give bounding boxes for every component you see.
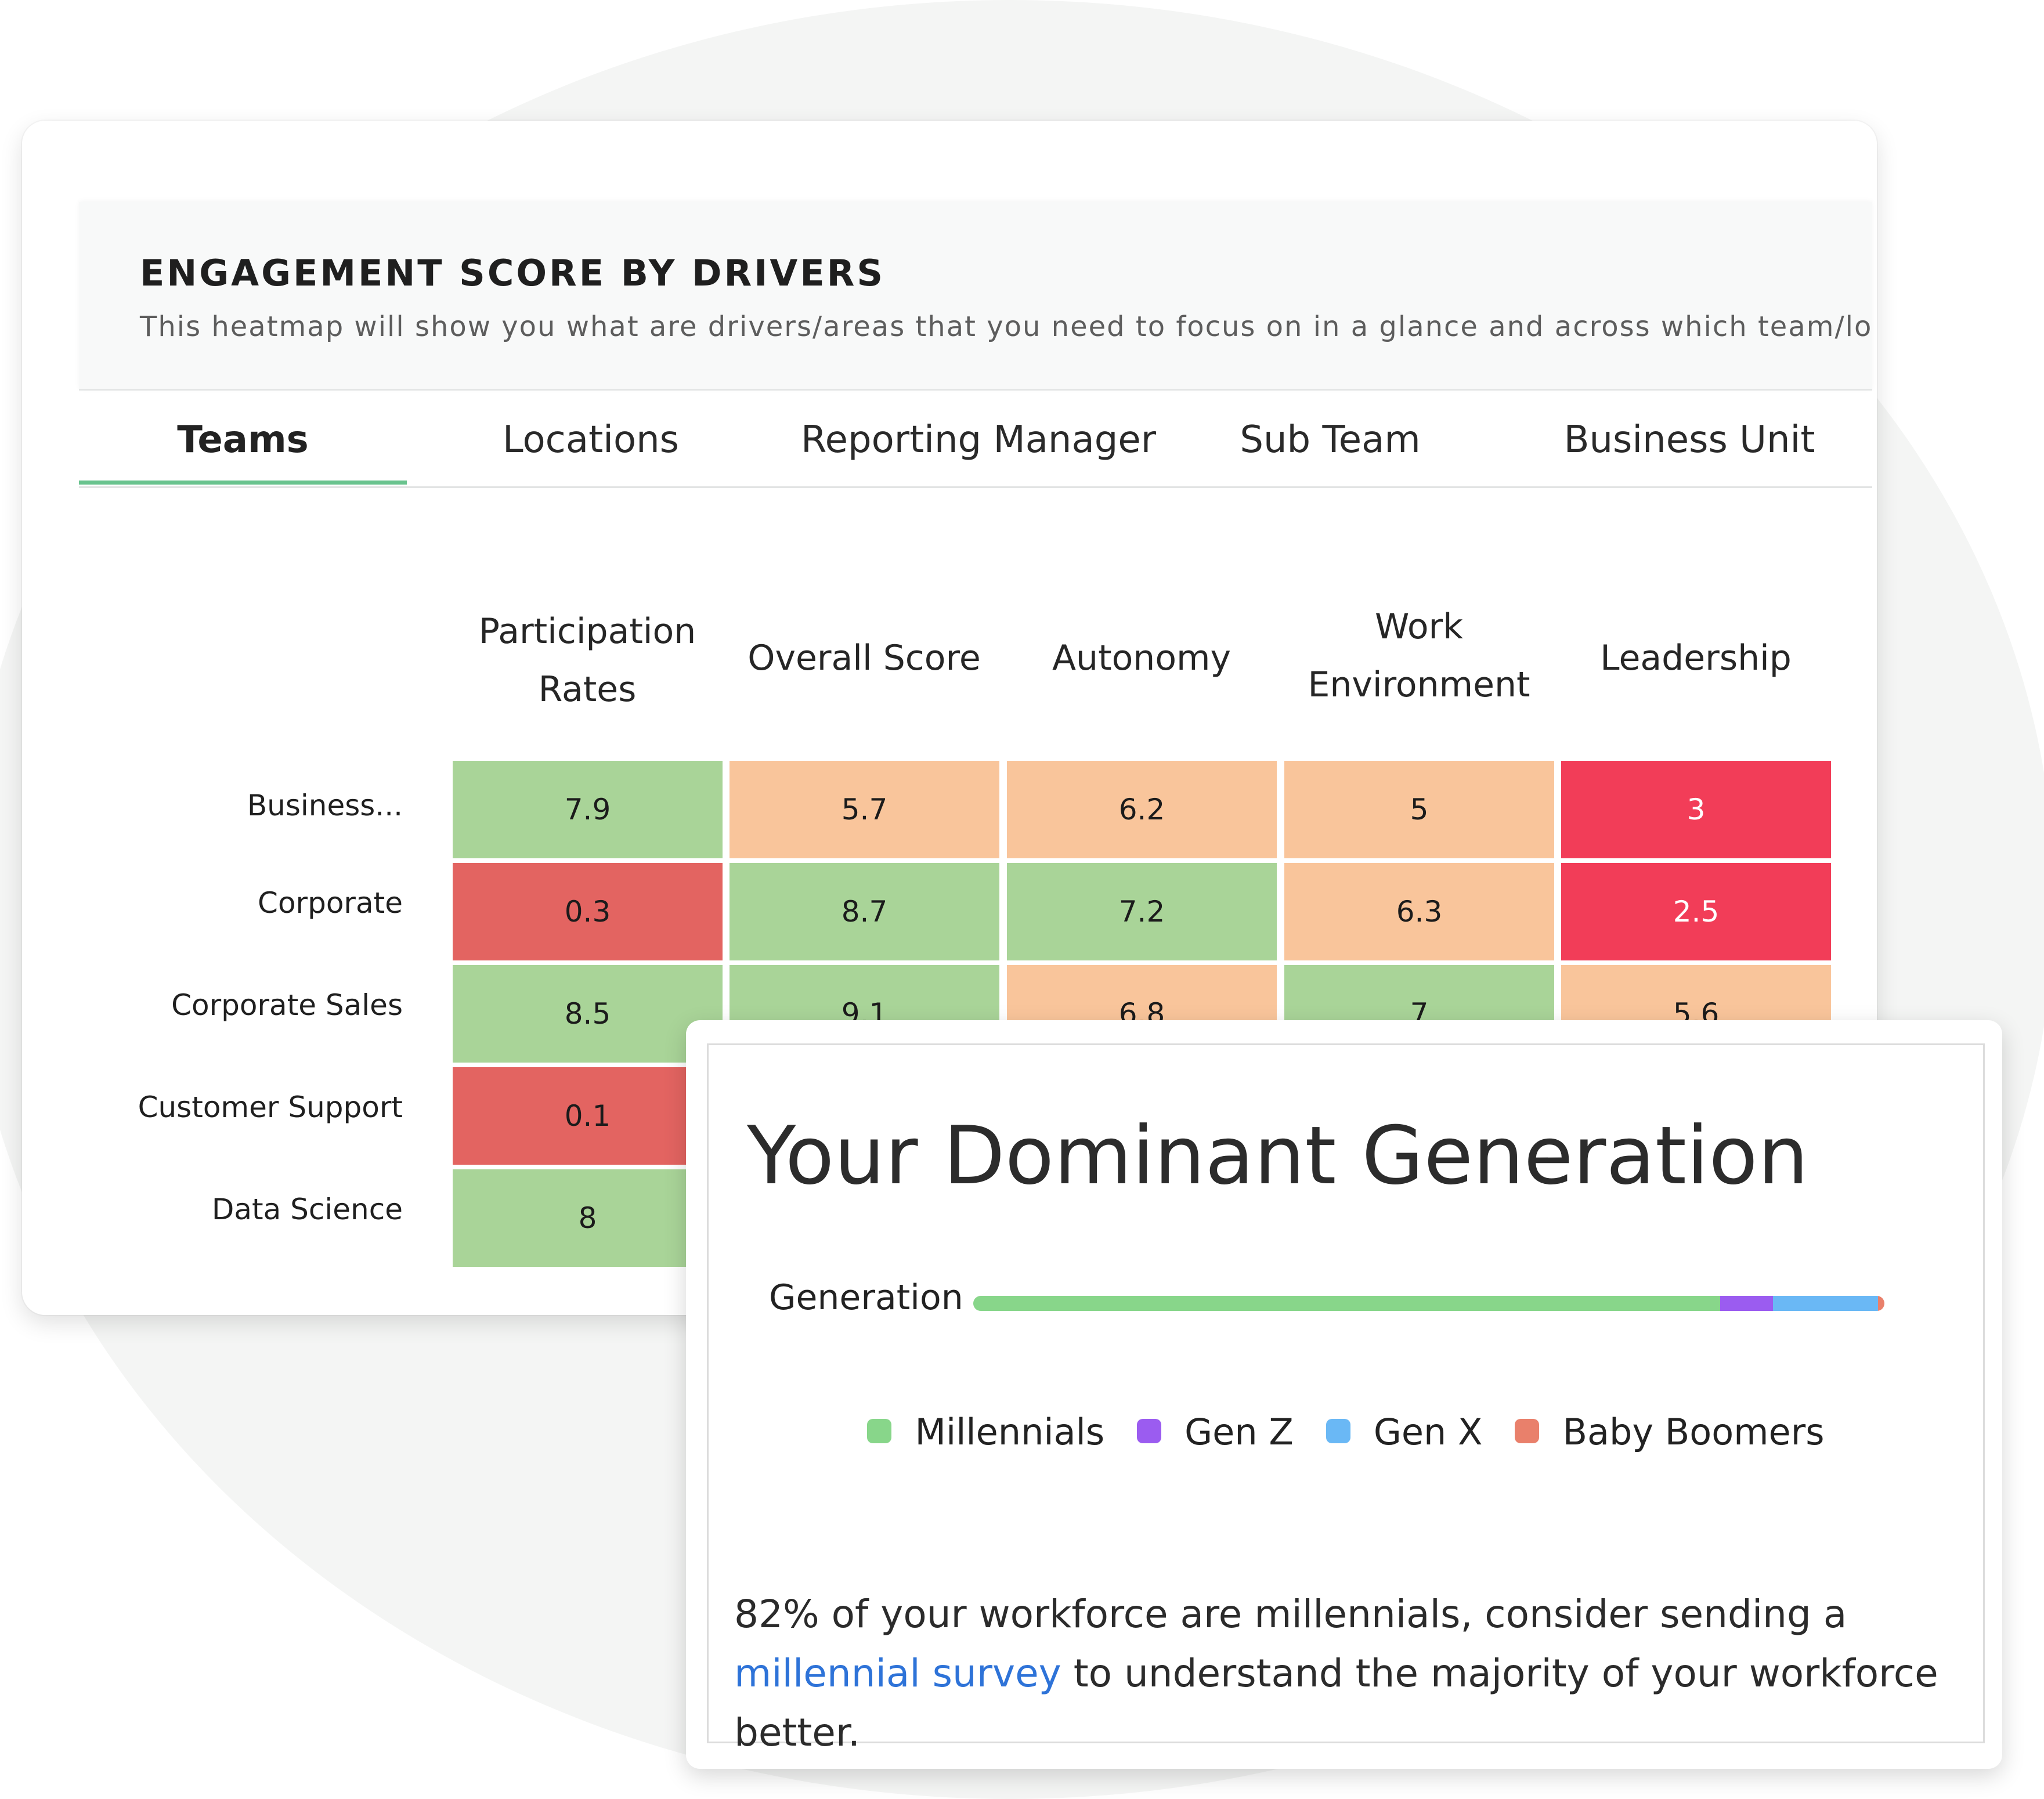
legend-swatch-icon (867, 1418, 892, 1443)
tab-sub-team[interactable]: Sub Team (1240, 418, 1421, 461)
tab-business-unit[interactable]: Business Unit (1563, 418, 1815, 461)
generation-insight: 82% of your workforce are millennials, c… (734, 1585, 1976, 1762)
heatmap-column-header: Participation Rates (413, 602, 761, 718)
heatmap-column-header: Leadership (1522, 629, 1870, 687)
heatmap-cell[interactable]: 7.9 (453, 761, 723, 858)
heatmap-cell[interactable]: 0.3 (453, 863, 723, 960)
column-header-line: Environment (1308, 664, 1530, 705)
heatmap-row-label: Corporate (258, 886, 403, 920)
legend-swatch-icon (1515, 1418, 1540, 1443)
legend-item[interactable]: Gen Z (1137, 1411, 1294, 1453)
tab-locations[interactable]: Locations (502, 418, 680, 461)
legend-item[interactable]: Baby Boomers (1515, 1411, 1825, 1453)
column-header-line: Autonomy (1052, 638, 1231, 678)
heatmap-row-label: Data Science (211, 1193, 403, 1226)
heatmap-cell[interactable]: 2.5 (1561, 863, 1831, 960)
tab-bar: Teams Locations Reporting Manager Sub Te… (79, 393, 1872, 488)
generation-card: Your Dominant Generation Generation Mill… (686, 1020, 2002, 1769)
column-header-line: Participation (478, 611, 696, 652)
column-header-line: Work (1375, 606, 1463, 647)
column-header-line: Leadership (1600, 638, 1792, 678)
legend-swatch-icon (1137, 1418, 1162, 1443)
generation-legend: Millennials Gen Z Gen X Baby Boomers (709, 1411, 1983, 1453)
legend-label: Baby Boomers (1562, 1411, 1825, 1453)
heatmap-row-label: Corporate Sales (171, 988, 403, 1022)
heatmap-cell[interactable]: 8 (453, 1169, 723, 1267)
heatmap-cell[interactable]: 3 (1561, 761, 1831, 858)
generation-title: Your Dominant Generation (747, 1109, 1809, 1202)
legend-label: Gen Z (1184, 1411, 1294, 1453)
heatmap-cell[interactable]: 8.5 (453, 965, 723, 1063)
heatmap-row-label: Customer Support (138, 1090, 403, 1124)
engagement-subtitle: This heatmap will show you what are driv… (140, 310, 1872, 343)
generation-bar-segment (973, 1296, 1721, 1311)
millennial-survey-link[interactable]: millennial survey (734, 1651, 1061, 1696)
generation-bar-segment (1773, 1296, 1878, 1311)
legend-item[interactable]: Millennials (867, 1411, 1104, 1453)
generation-bar-segment (1720, 1296, 1774, 1311)
heatmap-cell[interactable]: 5 (1284, 761, 1554, 858)
tab-teams[interactable]: Teams (177, 418, 309, 461)
generation-bar (973, 1296, 1884, 1311)
heatmap-column-header: Work Environment (1245, 598, 1593, 714)
heatmap-cell[interactable]: 0.1 (453, 1067, 723, 1165)
insight-text-before: 82% of your workforce are millennials, c… (734, 1592, 1847, 1637)
heatmap-cell[interactable]: 5.7 (730, 761, 999, 858)
legend-item[interactable]: Gen X (1326, 1411, 1483, 1453)
heatmap-column-header: Autonomy (967, 629, 1316, 687)
heatmap-row-label: Business... (247, 789, 403, 822)
column-header-line: Overall Score (747, 638, 981, 678)
column-header-line: Rates (538, 669, 637, 710)
legend-label: Millennials (915, 1411, 1105, 1453)
heatmap-cell[interactable]: 6.2 (1007, 761, 1277, 858)
heatmap-cell[interactable]: 7.2 (1007, 863, 1277, 960)
generation-bar-label: Generation (769, 1277, 963, 1318)
active-tab-indicator (79, 481, 407, 485)
legend-label: Gen X (1373, 1411, 1483, 1453)
legend-swatch-icon (1326, 1418, 1350, 1443)
heatmap-column-header: Overall Score (690, 629, 1038, 687)
insight-text-after: to understand the majority of your workf… (734, 1651, 1938, 1755)
engagement-title: ENGAGEMENT SCORE BY DRIVERS (140, 252, 886, 294)
engagement-header: ENGAGEMENT SCORE BY DRIVERS This heatmap… (79, 202, 1872, 391)
generation-bar-segment (1877, 1296, 1884, 1311)
generation-panel: Your Dominant Generation Generation Mill… (707, 1043, 1985, 1755)
tab-reporting-manager[interactable]: Reporting Manager (801, 418, 1156, 461)
heatmap-cell[interactable]: 8.7 (730, 863, 999, 960)
heatmap-cell[interactable]: 6.3 (1284, 863, 1554, 960)
